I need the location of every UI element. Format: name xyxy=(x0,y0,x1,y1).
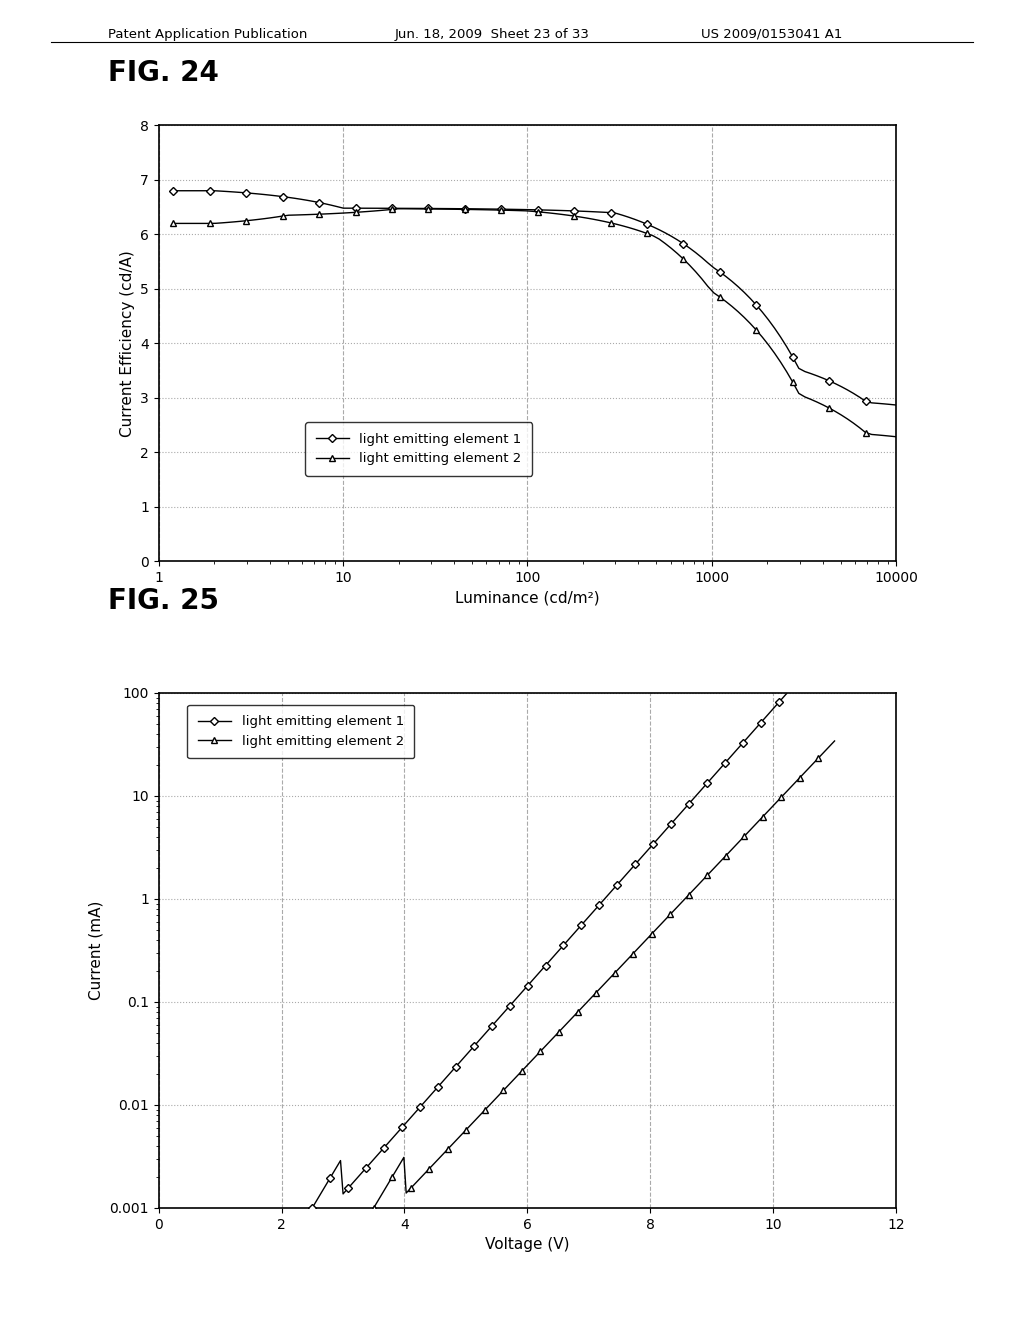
light emitting element 1 xyxy=(601,888,613,904)
light emitting element 2 xyxy=(790,775,802,791)
light emitting element 1 xyxy=(361,201,374,216)
Y-axis label: Current Efficiency (cd/A): Current Efficiency (cd/A) xyxy=(120,249,134,437)
Text: US 2009/0153041 A1: US 2009/0153041 A1 xyxy=(701,28,843,41)
light emitting element 2 xyxy=(890,429,902,445)
light emitting element 2 xyxy=(574,209,587,224)
Text: Jun. 18, 2009  Sheet 23 of 33: Jun. 18, 2009 Sheet 23 of 33 xyxy=(394,28,589,41)
light emitting element 1 xyxy=(741,729,754,744)
light emitting element 2 xyxy=(454,1129,466,1144)
light emitting element 1 xyxy=(568,203,581,219)
light emitting element 2 xyxy=(368,1200,380,1216)
Line: light emitting element 1: light emitting element 1 xyxy=(309,692,790,1210)
light emitting element 2 xyxy=(398,201,411,216)
light emitting element 2 xyxy=(871,428,884,444)
Line: light emitting element 2: light emitting element 2 xyxy=(371,738,838,1212)
light emitting element 1 xyxy=(319,195,332,211)
Text: FIG. 24: FIG. 24 xyxy=(108,59,218,87)
X-axis label: Luminance (cd/m²): Luminance (cd/m²) xyxy=(455,590,600,606)
light emitting element 2 xyxy=(805,758,817,774)
Text: Patent Application Publication: Patent Application Publication xyxy=(108,28,307,41)
light emitting element 1 xyxy=(738,284,751,300)
light emitting element 1 xyxy=(780,686,793,702)
light emitting element 2 xyxy=(167,215,179,231)
light emitting element 2 xyxy=(828,733,841,748)
light emitting element 2 xyxy=(671,246,683,261)
light emitting element 1 xyxy=(581,911,593,927)
light emitting element 2 xyxy=(319,206,332,222)
light emitting element 1 xyxy=(890,397,902,413)
Line: light emitting element 1: light emitting element 1 xyxy=(171,187,899,408)
Legend: light emitting element 1, light emitting element 2: light emitting element 1, light emitting… xyxy=(187,705,415,759)
Legend: light emitting element 1, light emitting element 2: light emitting element 1, light emitting… xyxy=(305,422,532,477)
Y-axis label: Current (mA): Current (mA) xyxy=(89,900,104,1001)
light emitting element 1 xyxy=(378,1139,390,1155)
Line: light emitting element 2: light emitting element 2 xyxy=(170,206,899,440)
light emitting element 1 xyxy=(668,813,680,829)
light emitting element 1 xyxy=(865,395,878,411)
X-axis label: Voltage (V): Voltage (V) xyxy=(485,1237,569,1253)
light emitting element 2 xyxy=(395,1154,408,1170)
light emitting element 2 xyxy=(490,1090,503,1106)
Text: FIG. 25: FIG. 25 xyxy=(108,587,218,615)
light emitting element 1 xyxy=(167,182,179,198)
light emitting element 1 xyxy=(306,1200,318,1216)
light emitting element 2 xyxy=(361,203,374,219)
light emitting element 2 xyxy=(386,1168,398,1184)
light emitting element 2 xyxy=(744,315,757,331)
light emitting element 1 xyxy=(666,228,678,244)
light emitting element 1 xyxy=(531,966,544,982)
